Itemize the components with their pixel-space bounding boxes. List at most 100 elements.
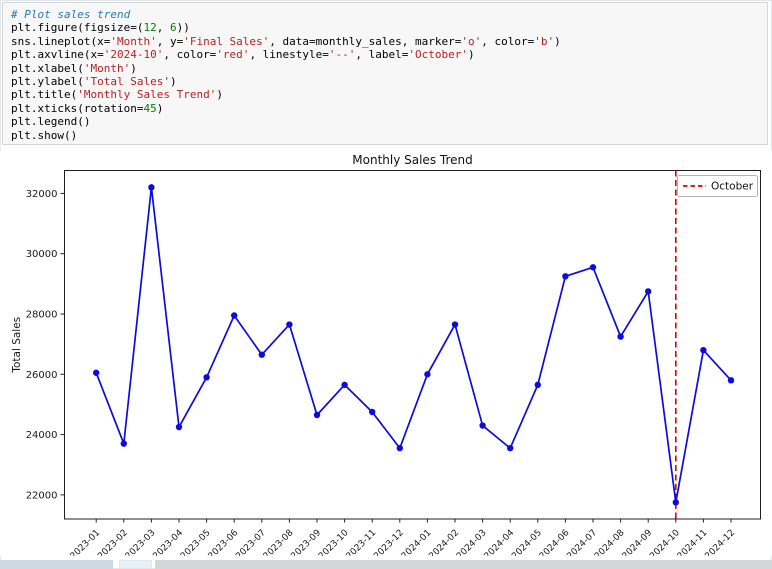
x-tick-label: 2023-06 (207, 528, 241, 556)
x-tick-label: 2024-05 (510, 528, 544, 556)
y-tick-label: 32000 (26, 189, 58, 200)
data-point-2023-07 (258, 351, 265, 358)
code-line: sns.lineplot(x='Month', y='Final Sales',… (11, 35, 759, 48)
code-string-token: '2024-10' (103, 48, 164, 62)
next-cell-partial-prompt[interactable] (119, 560, 152, 569)
sales-trend-chart: 2200024000260002800030000320002023-01202… (11, 153, 761, 562)
data-point-2023-08 (286, 321, 293, 328)
next-cell-partial-right[interactable] (155, 560, 772, 569)
x-tick-label: 2024-11 (676, 528, 710, 556)
x-tick-label: 2023-12 (372, 528, 406, 556)
code-string-token: 'b' (534, 34, 555, 48)
data-point-2024-12 (727, 377, 735, 384)
code-text-token: plt.show() (11, 128, 78, 142)
x-tick-label: 2024-02 (427, 528, 461, 556)
code-line: # Plot sales trend (11, 8, 759, 21)
data-point-2024-01 (424, 371, 431, 378)
x-tick-label: 2023-10 (317, 528, 351, 556)
x-tick-label: 2024-12 (703, 528, 737, 556)
x-tick-label: 2023-04 (151, 528, 185, 556)
code-string-token: 'Month' (83, 61, 131, 75)
data-point-2024-07 (589, 264, 597, 271)
code-text-token: , y= (156, 34, 184, 48)
code-string-token: 'Total Sales' (83, 75, 170, 89)
data-point-2024-03 (479, 422, 486, 429)
data-point-2023-03 (148, 184, 155, 191)
data-point-2023-12 (396, 444, 403, 452)
data-point-2023-10 (341, 381, 348, 389)
y-tick-label: 30000 (26, 249, 58, 260)
code-string-token: 'Monthly Sales Trend' (77, 88, 217, 102)
code-line: plt.legend() (11, 115, 759, 128)
x-tick-label: 2024-03 (455, 528, 489, 556)
x-tick-label: 2023-07 (234, 528, 268, 556)
code-text-token: ) (156, 101, 164, 115)
data-point-2024-04 (507, 444, 514, 452)
code-number-token: 12 (143, 21, 157, 35)
data-point-2024-09 (645, 288, 652, 295)
x-tick-label: 2023-08 (262, 528, 296, 556)
x-tick-label: 2023-03 (124, 528, 158, 556)
data-point-2023-01 (93, 369, 100, 376)
code-line: plt.xlabel('Month') (11, 62, 759, 75)
x-tick-label: 2023-02 (96, 528, 130, 556)
x-tick-label: 2023-09 (289, 528, 323, 556)
code-text-token: , color= (163, 48, 217, 62)
code-line: plt.axvline(x='2024-10', color='red', li… (11, 48, 759, 61)
code-line: plt.figure(figsize=(12, 6)) (11, 21, 759, 34)
data-point-2024-08 (617, 333, 624, 340)
code-text-token: ) (468, 48, 475, 62)
data-point-2023-02 (120, 440, 128, 447)
legend-label: October (711, 181, 754, 193)
sales-line-series (95, 186, 732, 504)
data-point-2024-05 (534, 381, 541, 389)
data-point-2023-04 (175, 423, 183, 431)
code-text-token: ) (169, 75, 177, 89)
code-text-token: ) (130, 61, 137, 75)
code-string-token: 'Final Sales' (183, 34, 270, 48)
code-text-token: plt.xticks(rotation= (11, 101, 144, 115)
code-string-token: '--' (328, 48, 356, 62)
code-text-token: )) (176, 21, 190, 35)
code-text-token: plt.ylabel( (11, 75, 84, 89)
code-string-token: 'o' (461, 34, 482, 48)
plot-area (64, 170, 761, 520)
code-cell[interactable]: # Plot sales trend plt.figure(figsize=(12… (2, 2, 768, 145)
chart-title: Monthly Sales Trend (352, 153, 472, 167)
data-point-2023-09 (313, 411, 321, 419)
code-text-token: ) (554, 34, 561, 48)
x-tick-label: 2023-05 (179, 528, 213, 556)
x-tick-label: 2023-11 (345, 528, 379, 556)
code-text-token: plt.title( (11, 88, 78, 102)
code-text-token: sns.lineplot(x= (11, 34, 111, 48)
data-point-2024-02 (451, 321, 459, 328)
y-tick-label: 24000 (26, 430, 58, 441)
code-text-token: plt.xlabel( (11, 61, 84, 75)
x-tick-label: 2024-09 (621, 528, 655, 556)
x-tick-label: 2024-01 (400, 528, 434, 556)
y-tick-label: 26000 (26, 370, 58, 381)
x-tick-label: 2024-07 (565, 528, 599, 556)
code-text-token: plt.legend() (11, 115, 91, 129)
code-number-token: 45 (143, 101, 157, 115)
code-string-token: 'red' (216, 48, 250, 62)
y-tick-label: 28000 (26, 310, 58, 321)
x-tick-label: 2024-08 (593, 528, 627, 556)
code-comment-token: # Plot sales trend (11, 8, 131, 21)
code-text-token: , (156, 21, 170, 35)
y-tick-label: 22000 (26, 490, 58, 501)
code-text-token: , linestyle= (249, 48, 329, 62)
legend-box (677, 175, 758, 197)
code-text-token: plt.figure(figsize=( (11, 21, 144, 35)
code-number-token: 6 (169, 21, 177, 35)
code-text-token: , label= (355, 48, 409, 62)
x-tick-label: 2024-06 (538, 528, 572, 556)
code-line: plt.show() (11, 129, 759, 142)
code-string-token: 'October' (408, 48, 469, 62)
next-cell-partial-left[interactable] (0, 560, 113, 569)
y-axis-label: Total Sales (11, 317, 23, 374)
chart-output: 22000 24000 26000 28000 30000 32000 2023-01 202… (0, 150, 772, 562)
data-point-2023-05 (203, 374, 210, 381)
code-string-token: 'Month' (110, 34, 157, 48)
x-tick-label: 2023-01 (69, 528, 103, 556)
